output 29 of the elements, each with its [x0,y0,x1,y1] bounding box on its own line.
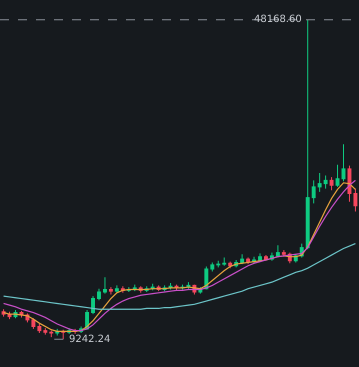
candlestick [37,324,42,334]
candlestick [31,318,36,330]
candlestick [216,260,220,268]
candlestick [49,330,54,338]
candlestick [348,165,352,202]
candlestick [222,257,226,266]
candlestick [264,254,268,262]
candlestick [210,262,214,272]
candlestick [276,244,280,258]
candlestick [306,19,310,250]
candlestick [336,164,340,188]
candlestick [240,254,244,265]
candlestick [91,296,95,315]
candlestick [108,286,113,295]
candlestick [43,328,48,336]
candlestick [282,250,286,258]
candlestick [324,174,328,190]
candlestick [103,276,107,294]
candlestick [330,176,334,191]
annotation: 48168.60 [254,14,302,25]
candlestick [114,284,119,294]
candlestick [258,252,262,262]
candlestick [312,180,316,204]
candlestick [342,144,346,182]
candlestick [353,188,358,212]
candlestick [318,172,322,192]
candlestick [97,288,101,301]
annotation: 9242.24 [69,334,110,345]
candlestick [246,257,250,265]
